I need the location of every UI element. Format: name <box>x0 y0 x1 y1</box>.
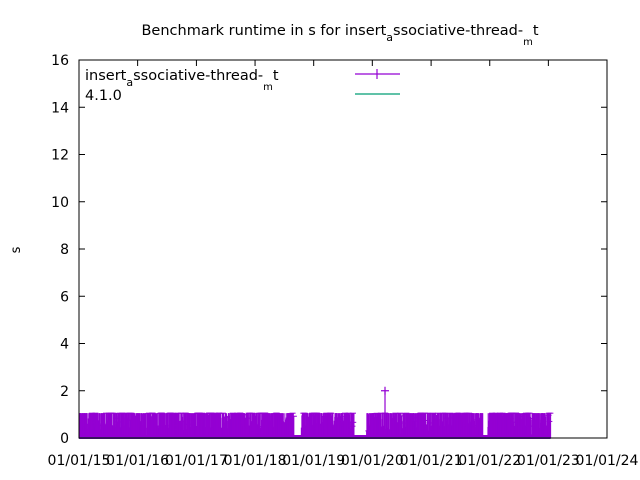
x-tick-label: 01/01/18 <box>224 453 287 469</box>
plot-border <box>78 59 608 439</box>
x-tick-label: 01/01/21 <box>400 453 463 469</box>
x-tick-label: 01/01/16 <box>106 453 169 469</box>
y-tick-label: 14 <box>51 100 69 116</box>
legend-label-mid: ssociative-thread- <box>133 68 263 84</box>
chart-title-mid: ssociative-thread- <box>393 23 523 39</box>
y-tick-label: 10 <box>51 195 69 211</box>
legend-label-main: insert <box>85 68 127 84</box>
legend: insertassociative-thread-mt 4.1.0 <box>85 68 400 104</box>
y-tick-label: 8 <box>60 242 69 258</box>
chart-title-main: Benchmark runtime in s for insert <box>141 23 386 39</box>
legend-label-insert-associative-thread-mt: insertassociative-thread-mt <box>85 68 279 93</box>
x-tick-label: 01/01/19 <box>282 453 345 469</box>
legend-label-4-1-0: 4.1.0 <box>85 88 122 104</box>
chart-title: Benchmark runtime in s for insertassocia… <box>141 23 538 48</box>
legend-label-sub-a: a <box>126 76 133 89</box>
x-tick-label: 01/01/15 <box>48 453 111 469</box>
chart-title-sub-a: a <box>386 31 393 44</box>
y-tick-label: 4 <box>60 337 69 353</box>
y-tick-label: 0 <box>60 431 69 447</box>
legend-label-end: t <box>273 68 279 84</box>
x-axis-ticks: 01/01/1501/01/1601/01/1701/01/1801/01/19… <box>48 60 639 469</box>
x-tick-label: 01/01/24 <box>576 453 639 469</box>
y-axis-ticks: 0 2 4 6 8 10 12 14 16 <box>51 53 607 447</box>
x-tick-label: 01/01/23 <box>517 453 580 469</box>
y-axis-label: s <box>9 246 24 253</box>
y-tick-label: 6 <box>60 289 69 305</box>
x-tick-label: 01/01/17 <box>165 453 228 469</box>
y-tick-label: 12 <box>51 148 69 164</box>
x-tick-label: 01/01/20 <box>341 453 404 469</box>
x-tick-label: 01/01/22 <box>458 453 521 469</box>
chart-title-sub-m: m <box>523 37 533 48</box>
y-tick-label: 2 <box>60 384 69 400</box>
legend-label-sub-m: m <box>263 82 273 93</box>
chart-title-end: t <box>533 23 539 39</box>
y-tick-label: 16 <box>51 53 69 69</box>
series-insert-associative-thread-mt <box>78 386 554 439</box>
